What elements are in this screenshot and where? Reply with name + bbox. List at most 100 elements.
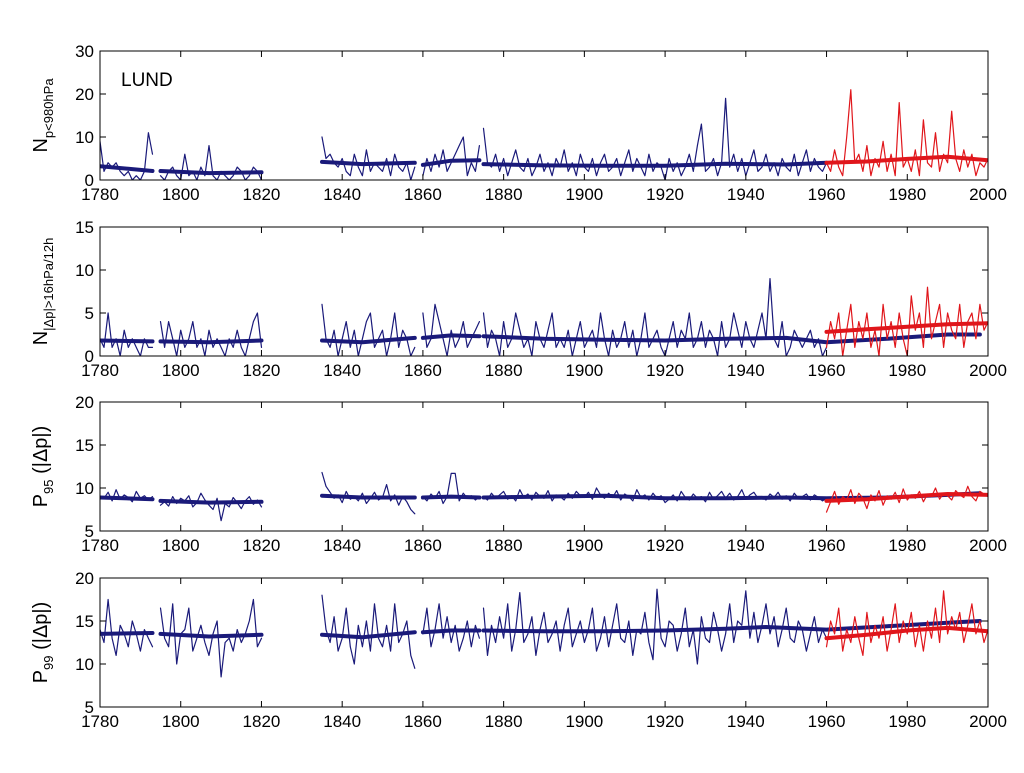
x-tick-label: 1840 — [323, 185, 361, 204]
y-axis-label-tail: (|Δp|) — [30, 426, 52, 480]
x-tick-label: 1880 — [485, 536, 523, 555]
x-tick-label: 1800 — [162, 361, 200, 380]
x-tick-label: 1960 — [808, 712, 846, 731]
y-tick-label: 20 — [75, 85, 94, 104]
data-line-blue-s0-g4 — [482, 278, 828, 356]
x-tick-label: 1820 — [243, 712, 281, 731]
data-line-blue-s0-g2 — [321, 136, 416, 180]
data-line-blue-s0-g0 — [100, 598, 154, 657]
y-tick-label: 5 — [85, 698, 94, 717]
x-tick-label: 1800 — [162, 185, 200, 204]
y-tick-label: 15 — [75, 218, 94, 237]
x-tick-label: 1940 — [727, 712, 765, 731]
data-line-blue-s0-g2 — [321, 471, 416, 515]
series-group — [100, 588, 988, 678]
x-tick-label: 1880 — [485, 185, 523, 204]
x-tick-label: 2000 — [969, 712, 1007, 731]
y-axis-label-main: N — [30, 331, 52, 345]
smoothed-line-red-s3-g0 — [824, 625, 988, 641]
y-axis-label: P99 (|Δp|) — [30, 602, 56, 684]
smoothed-line-blue-s1-g4 — [481, 160, 829, 168]
x-tick-label: 1860 — [404, 712, 442, 731]
x-tick-label: 1960 — [808, 536, 846, 555]
smoothed-line-blue-s1-g1 — [158, 631, 264, 639]
panel-4: 1780 1800 1820 1840 1860 1880 1900 1920 1940 1960… — [30, 569, 1007, 731]
data-line-blue-s0-g0 — [100, 489, 154, 503]
x-tick-label: 1840 — [323, 361, 361, 380]
data-line-blue-s0-g1 — [159, 312, 263, 356]
x-tick-label: 1900 — [565, 712, 603, 731]
y-axis-label: P95 (|Δp|) — [30, 426, 56, 508]
y-tick-label: 0 — [85, 171, 94, 190]
smoothed-line-blue-s1-g3 — [420, 158, 482, 167]
y-tick-label: 0 — [85, 347, 94, 366]
x-tick-label: 1940 — [727, 361, 765, 380]
y-tick-label: 5 — [85, 522, 94, 541]
data-line-blue-s0-g0 — [100, 312, 154, 356]
y-axis-label-sub: |Δp|>16hPa/12h — [41, 238, 56, 331]
series-group — [100, 89, 988, 180]
smoothed-line-red-s3-g0 — [824, 492, 988, 503]
x-tick-label: 1940 — [727, 185, 765, 204]
data-line-blue-s0-g0 — [100, 132, 154, 180]
axes-frame — [99, 50, 989, 181]
smoothed-line-blue-s1-g3 — [420, 628, 482, 635]
x-tick-label: 1980 — [888, 185, 926, 204]
x-tick-label: 1960 — [808, 361, 846, 380]
x-tick-label: 1940 — [727, 536, 765, 555]
smoothed-line-blue-s1-g2 — [320, 493, 417, 500]
series-group — [100, 278, 988, 356]
x-tick-label: 1980 — [888, 712, 926, 731]
x-tick-label: 1800 — [162, 536, 200, 555]
data-line-red-s2-g0 — [825, 590, 988, 657]
data-line-blue-s0-g1 — [159, 492, 263, 522]
y-tick-label: 20 — [75, 393, 94, 412]
x-tick-label: 1820 — [243, 185, 281, 204]
x-tick-label: 1920 — [646, 712, 684, 731]
x-tick-label: 1900 — [565, 185, 603, 204]
x-tick-label: 1800 — [162, 712, 200, 731]
smoothed-line-blue-s1-g4 — [481, 619, 982, 634]
x-tick-label: 1840 — [323, 536, 361, 555]
x-tick-label: 1820 — [243, 361, 281, 380]
y-axis-label-tail: (|Δp|) — [30, 602, 52, 656]
x-tick-label: 2000 — [969, 185, 1007, 204]
x-tick-label: 1980 — [888, 536, 926, 555]
data-line-blue-s0-g2 — [321, 303, 416, 356]
data-line-blue-s0-g3 — [422, 603, 480, 652]
x-tick-label: 1920 — [646, 361, 684, 380]
x-tick-label: 1900 — [565, 536, 603, 555]
smoothed-line-blue-s1-g2 — [320, 630, 417, 640]
y-axis-label-main: P — [30, 670, 52, 683]
axes-frame — [99, 577, 989, 708]
x-tick-label: 1860 — [404, 361, 442, 380]
smoothed-line-red-s3-g0 — [824, 321, 988, 334]
smoothed-line-blue-s1-g0 — [100, 631, 155, 636]
x-tick-label: 1780 — [81, 185, 119, 204]
y-tick-label: 10 — [75, 655, 94, 674]
x-tick-label: 1820 — [243, 536, 281, 555]
smoothed-line-blue-s1-g1 — [158, 498, 264, 505]
station-label: LUND — [121, 70, 173, 91]
smoothed-line-blue-s1-g0 — [100, 338, 155, 344]
smoothed-line-blue-s1-g2 — [320, 159, 417, 167]
y-tick-label: 10 — [75, 128, 94, 147]
x-tick-label: 1780 — [81, 536, 119, 555]
y-axis-label: Np<980hPa — [30, 78, 56, 153]
panel-2: 1780 1800 1820 1840 1860 1880 1900 1920 1940 1960… — [30, 218, 1007, 380]
smoothed-line-blue-s1-g0 — [100, 495, 155, 502]
x-tick-label: 1920 — [646, 536, 684, 555]
smoothed-line-blue-s1-g1 — [158, 169, 264, 176]
x-tick-label: 1780 — [81, 712, 119, 731]
smoothed-line-blue-s1-g3 — [420, 494, 482, 500]
smoothed-line-blue-s1-g1 — [158, 338, 264, 345]
y-tick-label: 30 — [75, 42, 94, 61]
data-line-red-s2-g0 — [825, 286, 988, 356]
y-axis-label: N|Δp|>16hPa/12h — [30, 238, 56, 346]
panel-1: 1780 1800 1820 1840 1860 1880 1900 1920 1940 1960… — [30, 42, 1007, 204]
data-line-blue-s0-g3 — [422, 136, 480, 177]
panel-3: 1780 1800 1820 1840 1860 1880 1900 1920 1940 1960… — [30, 393, 1007, 555]
axes-frame — [99, 401, 989, 532]
